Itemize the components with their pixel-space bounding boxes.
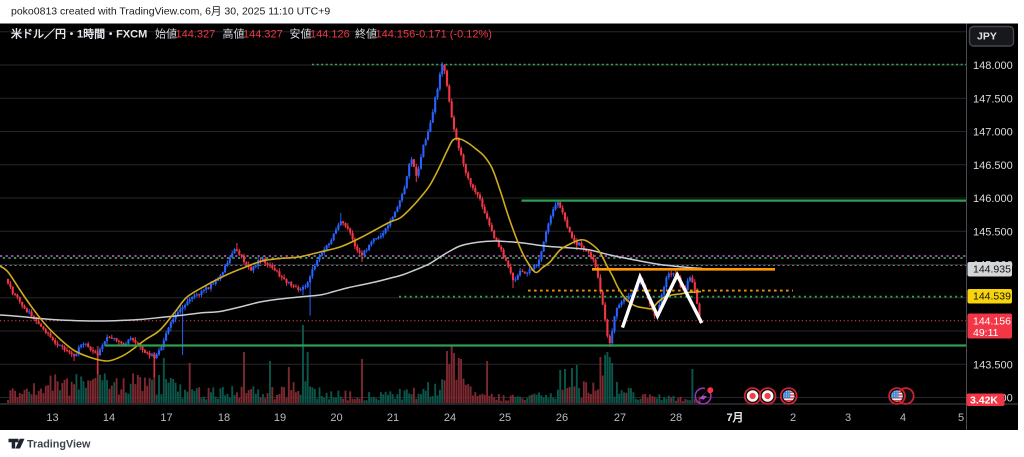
svg-text:4: 4 <box>900 412 906 424</box>
svg-text:13: 13 <box>46 412 58 424</box>
svg-text:147.000: 147.000 <box>973 127 1013 139</box>
svg-text:147.500: 147.500 <box>973 93 1013 105</box>
svg-text:25: 25 <box>499 412 511 424</box>
svg-text:17: 17 <box>160 412 172 424</box>
svg-text:3: 3 <box>845 412 851 424</box>
svg-text:146.500: 146.500 <box>973 160 1013 172</box>
svg-text:14: 14 <box>103 412 115 424</box>
svg-text:145.500: 145.500 <box>973 226 1013 238</box>
svg-text:JPY: JPY <box>977 31 997 43</box>
svg-text:5: 5 <box>958 412 964 424</box>
svg-text:24: 24 <box>444 412 456 424</box>
svg-text:TradingView: TradingView <box>27 438 91 450</box>
svg-text:安値: 安値 <box>290 27 312 41</box>
svg-text:終値: 終値 <box>355 27 377 41</box>
svg-text:148.000: 148.000 <box>973 60 1013 72</box>
svg-text:2: 2 <box>790 412 796 424</box>
svg-text:-0.171 (-0.12%): -0.171 (-0.12%) <box>416 29 492 41</box>
svg-text:3.42K: 3.42K <box>970 394 998 406</box>
svg-text:144.327: 144.327 <box>243 29 283 41</box>
svg-text:143.500: 143.500 <box>973 359 1013 371</box>
svg-text:poko0813 created with TradingV: poko0813 created with TradingView.com, 6… <box>11 6 330 18</box>
svg-text:144.156: 144.156 <box>973 315 1011 327</box>
svg-text:18: 18 <box>218 412 230 424</box>
svg-text:144.327: 144.327 <box>176 29 216 41</box>
svg-text:144.126: 144.126 <box>310 29 350 41</box>
svg-text:7月: 7月 <box>726 411 743 424</box>
svg-text:49:11: 49:11 <box>973 327 999 339</box>
svg-text:米ドル／円・1時間・FXCM: 米ドル／円・1時間・FXCM <box>10 27 147 41</box>
svg-text:144.935: 144.935 <box>973 264 1011 276</box>
svg-text:26: 26 <box>556 412 568 424</box>
svg-text:28: 28 <box>670 412 682 424</box>
svg-text:19: 19 <box>274 412 286 424</box>
svg-text:21: 21 <box>387 412 399 424</box>
svg-text:高値: 高値 <box>223 27 245 41</box>
svg-text:27: 27 <box>614 412 626 424</box>
svg-text:146.000: 146.000 <box>973 193 1013 205</box>
svg-text:144.539: 144.539 <box>973 291 1011 303</box>
svg-text:20: 20 <box>330 412 342 424</box>
svg-text:144.156: 144.156 <box>376 29 416 41</box>
svg-text:始値: 始値 <box>155 27 177 41</box>
